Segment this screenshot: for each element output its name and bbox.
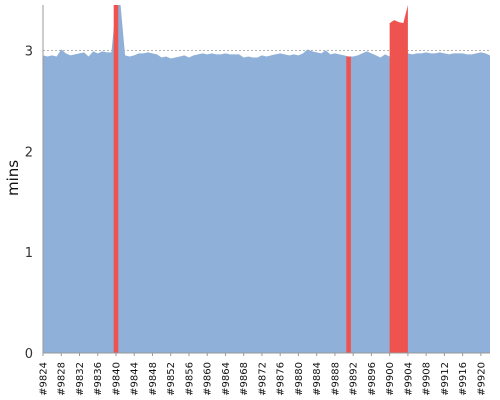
x-tick-label: #9912 [440,362,451,396]
x-tick-label: #9904 [403,362,414,396]
y-tick-label: 1 [25,246,33,261]
x-tick-label: #9828 [57,362,68,396]
y-tick-label: 3 [25,44,33,59]
x-tick-label: #9916 [458,362,469,396]
x-tick-label: #9876 [276,362,287,396]
y-axis-title: mins [4,160,22,196]
highlight-region [389,5,408,353]
x-tick-label: #9844 [130,362,141,396]
x-tick-label: #9856 [184,362,195,396]
x-tick-label: #9868 [239,362,250,396]
x-tick-label: #9884 [312,362,323,396]
y-tick-labels: 0 1 2 3 [25,44,33,362]
area-series [43,5,490,353]
x-tick-label: #9848 [148,362,159,396]
x-tick-label: #9852 [166,362,177,396]
x-tick-label: #9832 [75,362,86,396]
x-tick-label: #9840 [111,362,122,396]
axes [42,5,490,354]
x-tick-label: #9872 [257,362,268,396]
x-tick-label: #9864 [221,362,232,396]
highlight-region [346,56,351,353]
x-tick-label: #9888 [330,362,341,396]
y-tick-label: 2 [25,145,33,160]
x-tick-label: #9836 [93,362,104,396]
x-tick-label: #9908 [422,362,433,396]
x-tick-label: #9824 [39,362,50,396]
x-tick-label: #9860 [203,362,214,396]
x-tick-label: #9892 [349,362,360,396]
x-tick-label: #9900 [385,362,396,396]
x-tick-label: #9896 [367,362,378,396]
highlight-regions [113,5,408,353]
highlight-region [113,5,119,353]
area-series-fill [43,5,490,353]
x-tick-label: #9920 [476,362,487,396]
x-tick-label: #9880 [294,362,305,396]
x-tick-labels: #9824 #9828 #9832 #9836 #9840 #9844 #9848 #9852… [39,353,487,396]
y-tick-label: 0 [25,347,33,362]
